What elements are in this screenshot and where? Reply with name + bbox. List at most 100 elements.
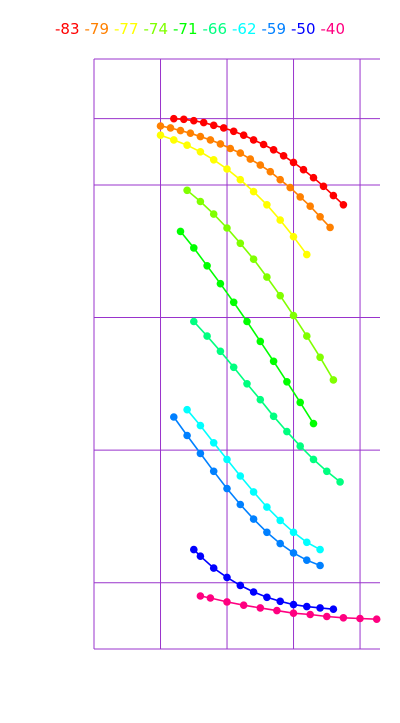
series-line-7 bbox=[173, 416, 321, 567]
data-point bbox=[269, 146, 278, 154]
data-point bbox=[256, 604, 265, 612]
data-point bbox=[243, 317, 251, 326]
series-6 bbox=[183, 405, 324, 554]
data-point bbox=[170, 413, 178, 421]
data-point bbox=[289, 609, 298, 617]
series-line-5 bbox=[193, 320, 341, 483]
data-point bbox=[259, 140, 268, 149]
data-point bbox=[256, 395, 265, 404]
data-point bbox=[223, 484, 231, 493]
data-point bbox=[183, 141, 191, 149]
series-5 bbox=[190, 317, 344, 486]
data-point bbox=[329, 191, 338, 200]
data-point bbox=[263, 201, 271, 209]
data-point bbox=[223, 598, 231, 606]
data-point bbox=[190, 244, 198, 252]
series-2 bbox=[156, 131, 311, 259]
data-point bbox=[339, 201, 348, 209]
series-8 bbox=[190, 545, 338, 613]
data-point bbox=[296, 193, 305, 201]
plot-area bbox=[156, 114, 381, 623]
data-point bbox=[190, 116, 198, 125]
grid bbox=[93, 58, 380, 650]
data-point bbox=[196, 449, 205, 458]
data-point bbox=[183, 431, 191, 440]
data-point bbox=[276, 216, 285, 224]
data-point bbox=[326, 223, 334, 232]
data-point bbox=[236, 175, 245, 184]
data-point bbox=[303, 602, 311, 611]
data-point bbox=[256, 161, 265, 169]
data-point bbox=[263, 273, 271, 281]
data-point bbox=[186, 129, 195, 137]
data-point bbox=[226, 144, 235, 153]
data-point bbox=[209, 467, 218, 476]
legend-entry-0: -83 bbox=[55, 20, 80, 38]
legend-entry-8: -50 bbox=[291, 20, 316, 38]
data-point bbox=[196, 592, 205, 600]
data-point bbox=[309, 419, 318, 428]
series-line-6 bbox=[186, 409, 321, 551]
series-9 bbox=[196, 592, 381, 623]
data-point bbox=[289, 311, 298, 320]
data-point bbox=[209, 210, 218, 218]
series-line-3 bbox=[186, 189, 335, 381]
data-point bbox=[229, 127, 238, 136]
data-point bbox=[236, 239, 245, 248]
data-point bbox=[249, 488, 258, 496]
data-point bbox=[183, 186, 191, 195]
data-point bbox=[190, 317, 198, 326]
data-point bbox=[289, 528, 298, 537]
data-point bbox=[316, 353, 324, 362]
data-point bbox=[229, 298, 238, 307]
data-point bbox=[239, 131, 248, 139]
legend-entry-7: -59 bbox=[262, 20, 287, 38]
data-point bbox=[323, 612, 331, 621]
data-point bbox=[156, 122, 165, 130]
data-point bbox=[316, 604, 324, 612]
data-point bbox=[249, 588, 258, 596]
data-point bbox=[199, 118, 208, 127]
data-point bbox=[236, 472, 245, 480]
data-point bbox=[276, 539, 285, 548]
legend-entry-4: -71 bbox=[173, 20, 198, 38]
legend-entry-2: -77 bbox=[114, 20, 139, 38]
data-point bbox=[239, 601, 248, 609]
data-point bbox=[196, 552, 205, 560]
series-7 bbox=[170, 413, 324, 570]
legend: -83 -79 -77 -74 -71 -66 -62 -59 -50 -40 bbox=[55, 20, 345, 38]
data-point bbox=[269, 357, 278, 366]
data-point bbox=[209, 439, 218, 447]
data-point bbox=[276, 291, 285, 300]
data-point bbox=[180, 115, 188, 124]
data-point bbox=[176, 227, 185, 236]
data-point bbox=[296, 442, 305, 450]
data-point bbox=[303, 250, 311, 259]
data-point bbox=[156, 131, 165, 139]
data-point bbox=[356, 614, 364, 623]
data-point bbox=[223, 455, 231, 464]
data-point bbox=[276, 516, 285, 525]
data-point bbox=[219, 124, 228, 132]
data-point bbox=[372, 615, 381, 623]
data-point bbox=[329, 605, 338, 613]
data-point bbox=[339, 614, 348, 622]
data-point bbox=[316, 545, 324, 554]
data-point bbox=[170, 136, 178, 144]
data-point bbox=[309, 455, 318, 464]
data-point bbox=[266, 167, 275, 176]
data-point bbox=[256, 337, 265, 346]
data-point bbox=[276, 597, 285, 606]
data-point bbox=[289, 232, 298, 241]
data-point bbox=[243, 380, 251, 388]
data-point bbox=[236, 500, 245, 509]
data-point bbox=[206, 594, 215, 602]
data-point bbox=[289, 549, 298, 557]
series-3 bbox=[183, 186, 338, 384]
data-point bbox=[319, 182, 328, 191]
data-point bbox=[249, 515, 258, 523]
data-point bbox=[263, 503, 271, 511]
series-line-1 bbox=[160, 125, 331, 228]
data-point bbox=[316, 561, 324, 570]
